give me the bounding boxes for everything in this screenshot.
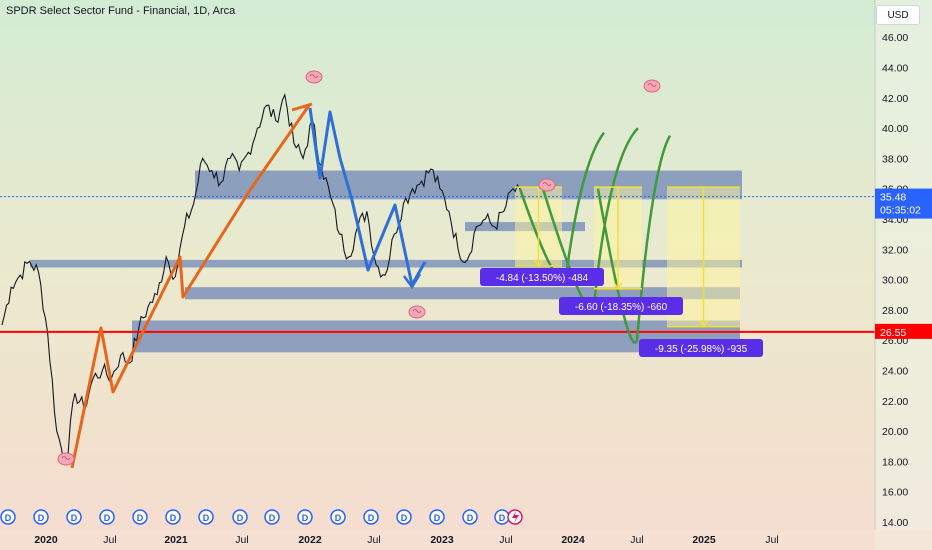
- dividend-marker-label: D: [137, 513, 144, 523]
- brain-icon-fold: [647, 83, 657, 87]
- brain-icon-fold: [61, 456, 71, 460]
- dividend-marker-label: D: [269, 513, 276, 523]
- y-tick-label: 24.00: [882, 366, 908, 378]
- dividend-marker-label: D: [104, 513, 111, 523]
- support-price-value: 26.55: [880, 327, 906, 339]
- dividend-marker-icon: [198, 509, 214, 525]
- x-tick-label: Jul: [499, 534, 512, 546]
- dividend-marker-icon: [330, 509, 346, 525]
- dividend-marker-icon: [363, 509, 379, 525]
- current-price-value: 35.48: [880, 192, 906, 204]
- dividend-marker-label: D: [434, 513, 441, 523]
- measure-arrowhead: [613, 282, 623, 291]
- current-price-badge: [875, 188, 932, 219]
- brain-icon: [57, 452, 75, 466]
- dividend-marker-label: D: [203, 513, 210, 523]
- x-tick-label: Jul: [630, 534, 643, 546]
- x-tick-label: Jul: [103, 534, 116, 546]
- measurement-label: -4.84 (-13.50%) -484: [496, 273, 589, 284]
- flash-icon-bolt: [512, 511, 519, 523]
- dividend-marker-label: D: [467, 513, 474, 523]
- currency-button[interactable]: USD: [876, 5, 920, 25]
- measurement-label-box: [480, 268, 604, 286]
- y-tick-label: 30.00: [882, 275, 908, 287]
- dividend-marker-label: D: [5, 513, 12, 523]
- brain-icon: [408, 305, 426, 319]
- dividend-marker-label: D: [335, 513, 342, 523]
- measurement-label-box: [559, 297, 683, 315]
- measurement-label: -6.60 (-18.35%) -660: [575, 302, 668, 313]
- support-resistance-zone: [195, 170, 742, 200]
- measurement-label-box: [639, 339, 763, 357]
- support-resistance-zone: [30, 259, 742, 268]
- dividend-marker-label: D: [401, 513, 408, 523]
- y-tick-label: 38.00: [882, 153, 908, 165]
- y-tick-label: 46.00: [882, 32, 908, 44]
- y-tick-label: 32.00: [882, 244, 908, 256]
- dividend-marker-icon: [66, 509, 82, 525]
- x-tick-label: 2021: [164, 534, 188, 546]
- price-countdown: 05:35:02: [880, 205, 921, 217]
- y-tick-label: 28.00: [882, 305, 908, 317]
- y-tick-label: 22.00: [882, 396, 908, 408]
- x-tick-label: Jul: [235, 534, 248, 546]
- support-price-badge: [875, 323, 932, 339]
- support-resistance-zone: [185, 287, 740, 300]
- price-axis-background: [875, 0, 932, 550]
- x-tick-label: Jul: [367, 534, 380, 546]
- downtrend-arrow: [402, 273, 422, 290]
- downtrend-drawing: [308, 107, 427, 287]
- dividend-marker-label: D: [302, 513, 309, 523]
- brain-icon: [305, 70, 323, 84]
- dividend-marker-icon: [232, 509, 248, 525]
- dividend-marker-label: D: [237, 513, 244, 523]
- x-tick-label: 2022: [298, 534, 322, 546]
- dividend-marker-label: D: [170, 513, 177, 523]
- dividend-marker-label: D: [71, 513, 78, 523]
- chart-title: SPDR Select Sector Fund - Financial, 1D,…: [6, 5, 236, 17]
- dividend-marker-icon: [0, 509, 16, 525]
- projection-curve: [596, 135, 672, 344]
- y-tick-label: 16.00: [882, 487, 908, 499]
- y-tick-label: 42.00: [882, 93, 908, 105]
- dividend-marker-icon: [264, 509, 280, 525]
- brain-icon-fold: [309, 74, 319, 78]
- x-tick-label: 2023: [430, 534, 454, 546]
- time-axis-background: [0, 530, 932, 550]
- x-tick-label: 2025: [692, 534, 716, 546]
- uptrend-drawing: [70, 103, 312, 469]
- dividend-marker-label: D: [499, 513, 506, 523]
- dividend-marker-icon: [396, 509, 412, 525]
- measure-arrowhead: [533, 259, 544, 268]
- measurement-label: -9.35 (-25.98%) -935: [655, 344, 748, 355]
- uptrend-arrow: [291, 102, 313, 112]
- dividend-marker-icon: [462, 509, 478, 525]
- dividend-marker-label: D: [368, 513, 375, 523]
- brain-icon-fold: [542, 182, 552, 186]
- brain-icon: [643, 79, 661, 93]
- x-tick-label: 2024: [561, 534, 585, 546]
- x-tick-label: 2020: [34, 534, 58, 546]
- x-tick-label: Jul: [765, 534, 778, 546]
- y-tick-label: 14.00: [882, 517, 908, 529]
- brain-icon-fold: [412, 309, 422, 313]
- y-tick-label: 44.00: [882, 63, 908, 75]
- dividend-marker-icon: [165, 509, 181, 525]
- dividend-marker-icon: [99, 509, 115, 525]
- brain-icon: [538, 178, 556, 192]
- dividend-marker-icon: [132, 509, 148, 525]
- dividend-marker-label: D: [38, 513, 45, 523]
- dividend-marker-icon: [297, 509, 313, 525]
- y-tick-label: 20.00: [882, 426, 908, 438]
- measure-arrowhead: [698, 320, 709, 328]
- y-tick-label: 18.00: [882, 456, 908, 468]
- dividend-marker-icon: [429, 509, 445, 525]
- y-tick-label: 40.00: [882, 123, 908, 135]
- dividend-marker-icon: [33, 509, 49, 525]
